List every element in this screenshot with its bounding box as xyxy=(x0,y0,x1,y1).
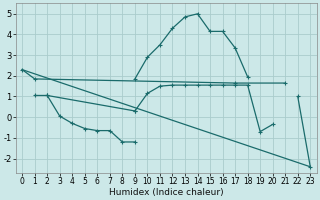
X-axis label: Humidex (Indice chaleur): Humidex (Indice chaleur) xyxy=(109,188,224,197)
